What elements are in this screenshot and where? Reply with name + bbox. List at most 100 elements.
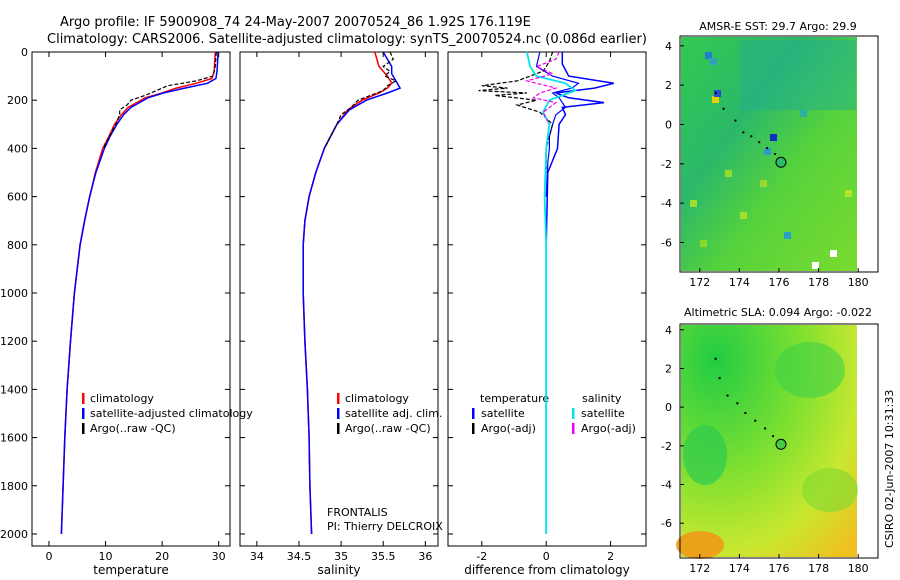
- sst_map-track-point: [734, 119, 737, 122]
- temperature-legend: climatology satellite-adjusted climatolo…: [82, 392, 253, 435]
- difference-series: [478, 51, 614, 534]
- sst_map-track-point: [750, 135, 753, 138]
- sla_map-xtick-label: 178: [808, 562, 829, 575]
- sla_map-xtick-label: 180: [848, 562, 869, 575]
- salinity-line-climatology: [302, 51, 393, 535]
- sla_map-track-point: [714, 357, 717, 360]
- temperature-line-satellite: [60, 51, 219, 535]
- depth-tick-label: 200: [7, 94, 28, 107]
- sst-heatmap-cell: [740, 212, 747, 219]
- sst_map-ytick-label: -2: [661, 158, 672, 171]
- sla-map-title: Altimetric SLA: 0.094 Argo: -0.022: [684, 306, 872, 319]
- sla_map-track-point: [754, 419, 757, 422]
- legend-label-sal-satellite: satellite: [581, 407, 625, 420]
- difference-xtick-label: -2: [476, 550, 487, 563]
- sla_map-ytick-label: -6: [661, 517, 672, 530]
- sla_map-ytick-label: 2: [665, 362, 672, 375]
- depth-tick-label: 1800: [0, 480, 28, 493]
- project-annotation: FRONTALIS: [327, 506, 388, 519]
- depth-tick-label: 1400: [0, 383, 28, 396]
- sst-heatmap-cell: [710, 58, 717, 65]
- pi-annotation: PI: Thierry DELCROIX: [327, 520, 443, 533]
- legend-swatch-climatology: [82, 393, 85, 404]
- legend-label-argo: Argo(..raw -QC): [345, 422, 431, 435]
- title-line-2: Climatology: CARS2006. Satellite-adjuste…: [47, 32, 647, 47]
- depth-tick-label: 1200: [0, 335, 28, 348]
- salinity-xtick-label: 36: [418, 550, 432, 563]
- salinity-legend: climatology satellite adj. clim. Argo(..…: [337, 392, 442, 435]
- sst_map-track-point: [758, 141, 761, 144]
- difference-legend: temperature salinity satellite Argo(-adj…: [472, 392, 636, 435]
- temperature-line-argo: [102, 51, 217, 149]
- legend-label-temp-argo: Argo(-adj): [481, 422, 536, 435]
- sst_map-float-marker: [775, 156, 787, 168]
- salinity-xtick-label: 35: [334, 550, 348, 563]
- legend-swatch-sal-argo: [572, 423, 575, 434]
- sla-heatmap-feature: [802, 468, 858, 512]
- temperature-xtick-label: 10: [99, 550, 113, 563]
- salinity-xtick-label: 35.5: [371, 550, 396, 563]
- difference-line-salinity-satellite: [526, 51, 578, 534]
- temperature-series: [60, 51, 219, 535]
- sst-heatmap-cell: [800, 110, 807, 117]
- salinity-xtick-label: 34: [250, 550, 264, 563]
- sla-heatmap-feature: [775, 342, 845, 398]
- sla_map-ytick-label: -2: [661, 440, 672, 453]
- depth-tick-label: 1000: [0, 287, 28, 300]
- difference-line-salinity-argo: [524, 51, 560, 125]
- sst-heatmap-cell: [830, 250, 837, 257]
- difference-axes-frame: [447, 51, 647, 547]
- legend-label-satellite: satellite adj. clim.: [345, 407, 442, 420]
- sla-map-panel: Altimetric SLA: 0.094 Argo: -0.022 172 17…: [661, 306, 879, 575]
- salinity-line-argo: [323, 51, 398, 149]
- depth-tick-label: 600: [7, 191, 28, 204]
- depth-tick-label: 0: [21, 46, 28, 59]
- sla-heatmap-features: [676, 342, 858, 559]
- legend-label-argo: Argo(..raw -QC): [90, 422, 176, 435]
- sla_map-ytick-label: 4: [665, 324, 672, 337]
- title-line-1: Argo profile: IF 5900908_74 24-May-2007 …: [60, 15, 531, 30]
- sst_map-xtick-label: 174: [729, 276, 750, 289]
- sst_map-track-point: [774, 153, 777, 155]
- sst_map-track-point: [722, 107, 725, 110]
- difference-line-temperature-satellite-2-: [535, 51, 580, 197]
- temperature-line-climatology: [60, 51, 217, 535]
- sst-heatmap-cell: [740, 40, 856, 110]
- legend-swatch-temp-argo: [472, 423, 475, 434]
- salinity-xlabel: salinity: [317, 563, 360, 577]
- sst_map-track-point: [714, 92, 717, 95]
- sst-map-panel: AMSR-E SST: 29.7 Argo: 29.9 172 174 176 178…: [661, 20, 879, 289]
- temperature-xtick-label: 20: [155, 550, 169, 563]
- sst_map-xtick-label: 178: [808, 276, 829, 289]
- sst-heatmap-cell: [714, 90, 721, 97]
- legend-swatch-climatology: [337, 393, 340, 404]
- sla-heatmap-feature: [683, 425, 727, 485]
- legend-label-climatology: climatology: [90, 392, 154, 405]
- salinity-line-satellite: [302, 51, 402, 535]
- sst_map-ytick-label: 2: [665, 79, 672, 92]
- sst-heatmap-cells: [690, 40, 856, 269]
- credit-timestamp: CSIRO 02-Jun-2007 10:31:33: [883, 390, 896, 548]
- difference-xtick-label: 2: [607, 550, 614, 563]
- sla_map-track-point: [772, 435, 775, 438]
- sla_map-xtick-label: 176: [769, 562, 790, 575]
- sla_map-track-point: [744, 411, 747, 414]
- sst_map-ytick-label: -6: [661, 237, 672, 250]
- difference-xtick-label: 0: [543, 550, 550, 563]
- sst-heatmap-cell: [705, 52, 712, 59]
- legend-swatch-satellite: [337, 408, 340, 419]
- difference-line-temperature-satellite: [545, 52, 614, 534]
- depth-tick-label: 800: [7, 239, 28, 252]
- salinity-panel: salinity climatology satellite adj. clim…: [239, 51, 443, 577]
- legend-swatch-argo: [337, 423, 340, 434]
- temperature-xtick-label: 0: [45, 550, 52, 563]
- sla_map-track-point: [764, 427, 767, 430]
- sst-heatmap-cell: [845, 190, 852, 197]
- sla_map-ytick-label: 0: [665, 401, 672, 414]
- sst_map-ytick-label: -4: [661, 197, 672, 210]
- temperature-xlabel: temperature: [93, 563, 168, 577]
- sst_map-ytick-label: 4: [665, 40, 672, 53]
- sst_map-xtick-label: 180: [848, 276, 869, 289]
- temperature-panel: temperature climatology satellite-adjust…: [0, 46, 253, 577]
